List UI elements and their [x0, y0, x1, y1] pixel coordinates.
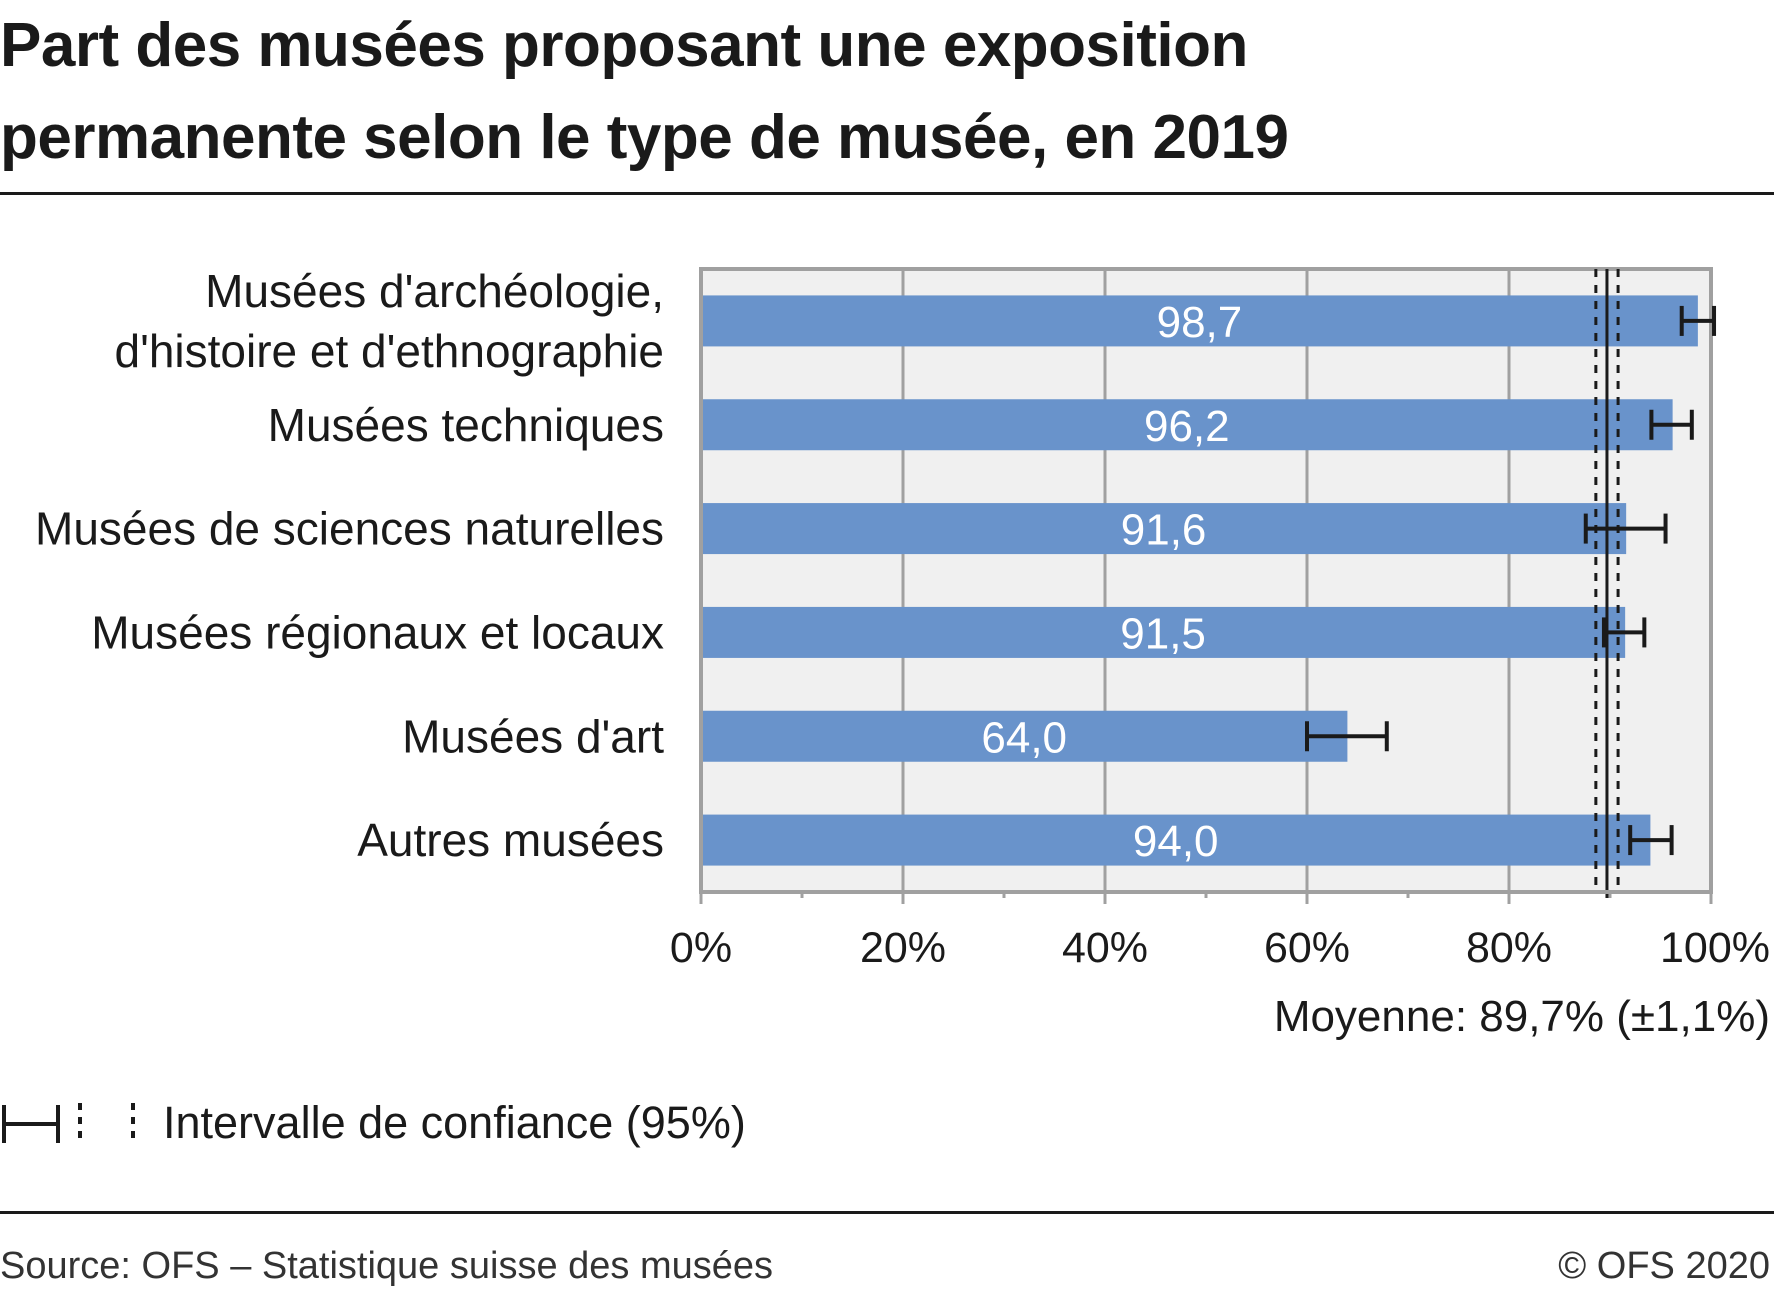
legend: Intervalle de confiance (95%) [0, 1093, 746, 1153]
x-tick-label: 40% [1062, 924, 1148, 972]
x-tick-labels: 0% 20% 40% 60% 80% 100% [670, 924, 1770, 972]
title-divider [0, 192, 1774, 195]
value-label: 94,0 [1133, 817, 1219, 866]
bar-chart: Musées d'archéologie, d'histoire et d'eth… [35, 265, 1770, 972]
x-tick-label: 80% [1466, 924, 1552, 972]
value-label: 91,6 [1121, 506, 1207, 555]
copyright: © OFS 2020 [1558, 1245, 1770, 1287]
bar [703, 399, 1673, 451]
value-label: 64,0 [981, 713, 1067, 762]
category-label: Musées techniques [268, 399, 664, 451]
bar [703, 503, 1627, 555]
category-label: Musées d'art [402, 710, 664, 762]
bars [703, 295, 1698, 866]
category-label: Autres musées [357, 814, 664, 866]
bar [703, 606, 1626, 658]
plot-area [699, 267, 1713, 894]
footer-divider [0, 1211, 1774, 1214]
x-axis [699, 890, 1713, 904]
bar [703, 710, 1348, 762]
chart-title-line-2: permanente selon le type de musée, en 20… [0, 103, 1289, 172]
category-label: Musées d'archéologie, [205, 265, 664, 317]
source-note: Source: OFS – Statistique suisse des mus… [0, 1245, 774, 1287]
chart-title: Part des musées proposant une exposition… [0, 0, 1774, 184]
value-label: 91,5 [1120, 609, 1206, 658]
x-tick-label: 100% [1660, 924, 1770, 972]
gridlines [901, 269, 1511, 892]
error-bars [1305, 305, 1717, 856]
x-tick-label: 20% [860, 924, 946, 972]
value-labels: 98,7 96,2 91,6 91,5 64,0 94,0 [981, 298, 1242, 866]
confidence-interval-legend-icon [2, 1103, 135, 1145]
value-label: 98,7 [1157, 298, 1243, 347]
category-label: Musées de sciences naturelles [35, 503, 664, 555]
mean-label: Moyenne: 89,7% (±1,1%) [1273, 992, 1770, 1041]
legend-label: Intervalle de confiance (95%) [163, 1097, 746, 1148]
mean-lines [1594, 269, 1620, 898]
value-label: 96,2 [1144, 402, 1230, 451]
bar [703, 814, 1651, 866]
category-labels: Musées d'archéologie, d'histoire et d'eth… [35, 265, 664, 866]
bar [703, 295, 1698, 347]
category-label: Musées régionaux et locaux [91, 606, 664, 658]
x-tick-label: 60% [1264, 924, 1350, 972]
chart-title-line-1: Part des musées proposant une exposition [0, 11, 1248, 80]
category-label: d'histoire et d'ethnographie [114, 325, 664, 377]
x-tick-label: 0% [670, 924, 732, 972]
